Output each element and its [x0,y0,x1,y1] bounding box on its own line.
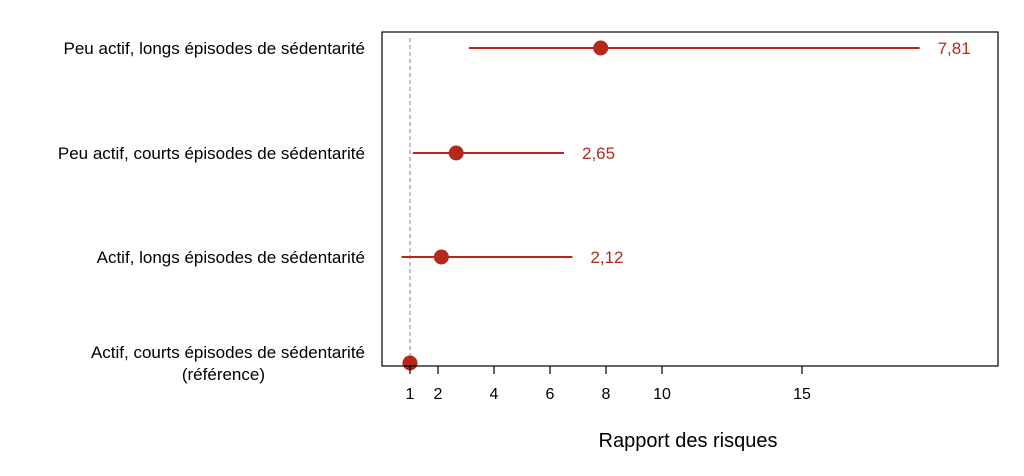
x-tick-label-1: 2 [434,386,443,403]
x-tick-label-2: 4 [490,386,499,403]
x-axis-ticks: 1 2 4 6 8 10 15 [406,366,811,403]
plot-frame [381,31,999,367]
category-label-3-line-1: (référence) [182,365,265,384]
category-labels: Peu actif, longs épisodes de sédentarité… [58,39,365,384]
x-tick-label-4: 8 [602,386,611,403]
estimate-point-2 [433,249,449,265]
x-tick-label-0: 1 [406,386,415,403]
x-tick-label-5: 10 [653,386,671,403]
estimate-point-0 [593,40,609,56]
value-label-1: 2,65 [582,144,615,163]
x-tick-label-3: 6 [546,386,555,403]
category-label-2: Actif, longs épisodes de sédentarité [97,248,365,267]
category-label-3-line-0: Actif, courts épisodes de sédentarité [91,343,365,362]
data-rows: 7,81 2,65 2,12 [401,39,971,371]
x-axis-title: Rapport des risques [599,430,778,452]
category-label-1: Peu actif, courts épisodes de sédentarit… [58,144,365,163]
category-label-0: Peu actif, longs épisodes de sédentarité [64,39,365,58]
value-label-2: 2,12 [590,248,623,267]
x-tick-label-6: 15 [793,386,811,403]
estimate-point-1 [448,145,464,161]
estimate-point-3 [402,355,418,371]
value-label-0: 7,81 [938,39,971,58]
